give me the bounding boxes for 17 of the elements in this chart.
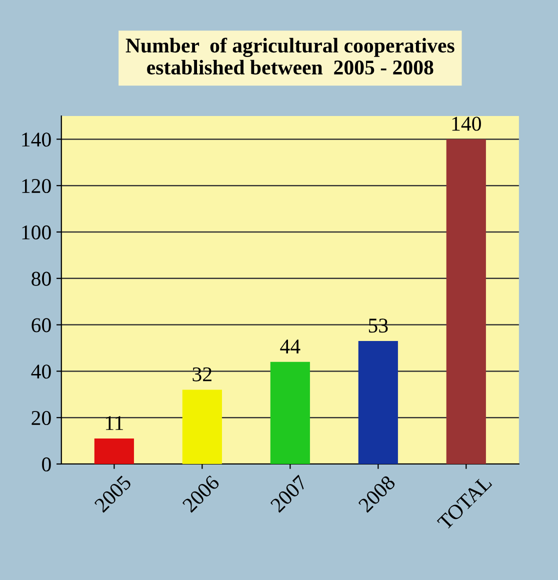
bar: [270, 362, 310, 464]
chart-title: Number of agricultural cooperatives established between 2005 - 2008: [126, 38, 454, 75]
bar: [94, 438, 134, 464]
y-tick-label: 140: [22, 132, 51, 147]
data-label: 11: [106, 416, 123, 430]
y-tick-label: 20: [32, 410, 51, 426]
bar: [358, 341, 398, 464]
y-tick-label: 0: [42, 457, 51, 472]
y-tick-label: 40: [31, 364, 51, 379]
y-tick-label: 80: [32, 272, 51, 286]
data-label: 44: [280, 340, 300, 354]
y-tick-label: 120: [22, 178, 51, 194]
y-tick-label: 100: [22, 225, 51, 240]
data-label: 140: [452, 116, 481, 131]
bar: [446, 139, 486, 464]
bar: [182, 390, 222, 464]
y-tick-label: 60: [32, 318, 51, 332]
